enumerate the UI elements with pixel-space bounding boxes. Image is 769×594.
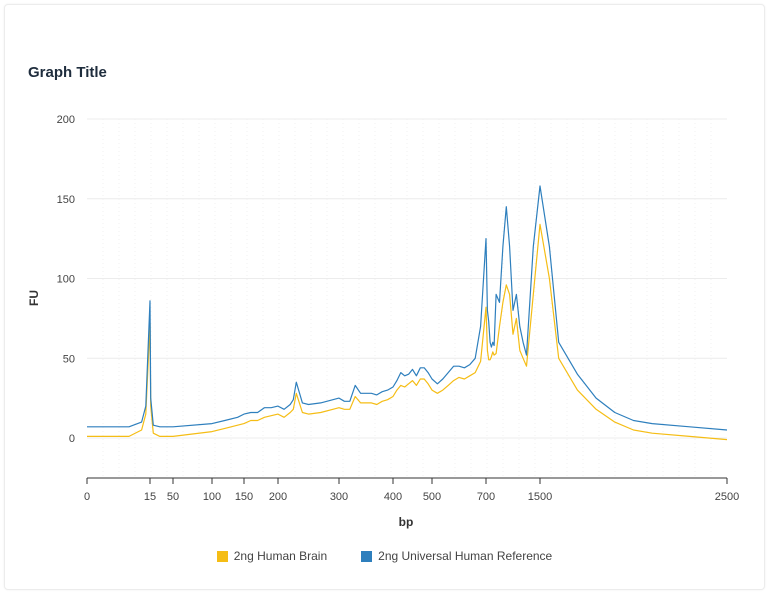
series-lines — [87, 185, 728, 441]
y-tick-label-150: 150 — [57, 194, 75, 206]
legend-label-universal-reference: 2ng Universal Human Reference — [378, 549, 553, 563]
x-tick-label-200: 200 — [269, 491, 287, 503]
x-tick-label-50: 50 — [167, 491, 179, 503]
y-tick-label-100: 100 — [57, 274, 75, 286]
x-tick-label-300: 300 — [330, 491, 348, 503]
legend: 2ng Human Brain 2ng Universal Human Refe… — [0, 549, 769, 563]
y-axis-label: FU — [27, 290, 41, 306]
chart-title: Graph Title — [28, 64, 107, 81]
y-ticks: 0 50 100 150 200 — [57, 114, 75, 445]
legend-item-human-brain[interactable]: 2ng Human Brain — [216, 549, 328, 563]
y-tick-label-0: 0 — [69, 433, 75, 445]
x-axis-label: bp — [399, 515, 414, 529]
x-tick-label-0: 0 — [84, 491, 90, 503]
x-tick-label-1500: 1500 — [528, 491, 552, 503]
y-tick-label-200: 200 — [57, 114, 75, 126]
legend-label-human-brain: 2ng Human Brain — [233, 549, 328, 563]
chart-card — [4, 4, 765, 590]
x-tick-label-150: 150 — [235, 491, 253, 503]
y-tick-label-50: 50 — [63, 353, 75, 365]
x-tick-label-400: 400 — [384, 491, 402, 503]
series-line-0 — [87, 223, 728, 441]
series-line-1 — [87, 185, 728, 431]
grid-lines — [87, 118, 727, 478]
legend-swatch-human-brain — [216, 550, 228, 562]
x-tick-label-500: 500 — [423, 491, 441, 503]
legend-swatch-universal-reference — [361, 550, 373, 562]
x-tick-label-2500: 2500 — [715, 491, 739, 503]
legend-item-universal-reference[interactable]: 2ng Universal Human Reference — [361, 549, 552, 563]
x-ticks: 0 15 50 100 150 200 300 400 500 700 1500 2500 — [84, 478, 739, 503]
x-tick-label-15: 15 — [144, 491, 156, 503]
x-tick-label-700: 700 — [477, 491, 495, 503]
x-tick-label-100: 100 — [203, 491, 221, 503]
